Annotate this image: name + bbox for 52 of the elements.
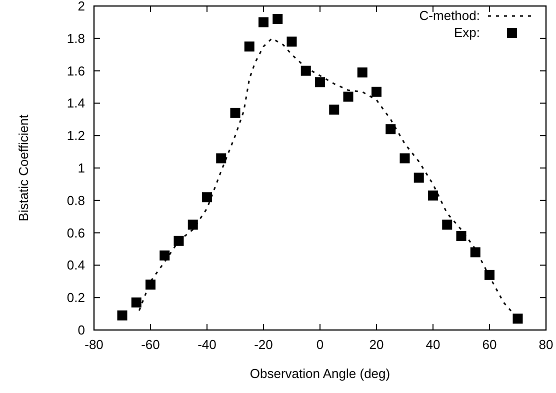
point (272, 14, 283, 24)
legend-label: C-method: (419, 8, 480, 23)
point (456, 231, 466, 242)
point (343, 92, 354, 102)
y-tick-label: 0 (78, 322, 85, 338)
legend-label: Exp: (454, 25, 480, 40)
y-tick-label: 0.6 (66, 225, 85, 240)
point (174, 236, 184, 246)
point (386, 124, 396, 134)
x-tick-label: 20 (369, 337, 384, 352)
y-tick-label: 1.8 (66, 30, 85, 46)
x-tick-label: 0 (316, 337, 324, 352)
y-tick-label: 0.2 (66, 290, 85, 306)
point (400, 153, 410, 164)
point (414, 172, 424, 183)
y-tick-label: 0.4 (66, 258, 85, 273)
x-tick-label: -60 (141, 337, 160, 352)
x-tick-label: 80 (538, 337, 554, 352)
point (315, 77, 325, 88)
point (230, 108, 240, 118)
x-tick-label: 40 (426, 337, 440, 352)
point (216, 153, 226, 164)
point (188, 220, 198, 230)
point (146, 280, 156, 290)
x-tick-label: -80 (84, 337, 104, 352)
point (442, 220, 452, 230)
point (244, 42, 254, 52)
y-tick-label: 1.6 (66, 63, 85, 78)
y-tick-label: 1.4 (66, 96, 85, 111)
point (258, 17, 268, 28)
point (202, 192, 212, 202)
point (357, 67, 368, 78)
y-tick-label: 2 (78, 0, 85, 14)
point (470, 247, 480, 258)
y-axis-title: Bistatic Coefficient (16, 114, 31, 222)
point (484, 270, 494, 280)
x-tick-label: -20 (254, 337, 273, 352)
point (160, 250, 170, 260)
y-tick-label: 1.2 (66, 128, 85, 144)
point (286, 36, 297, 47)
point (300, 66, 311, 76)
y-tick-label: 0.8 (66, 192, 85, 208)
point (372, 86, 382, 97)
point (131, 297, 142, 308)
x-tick-label: 60 (482, 337, 497, 352)
x-tick-label: -40 (198, 337, 216, 352)
point (512, 314, 523, 324)
point (117, 310, 128, 320)
point (329, 104, 340, 115)
y-tick-label: 1 (78, 160, 85, 176)
point (428, 190, 438, 201)
x-axis-title: Observation Angle (deg) (250, 366, 390, 381)
